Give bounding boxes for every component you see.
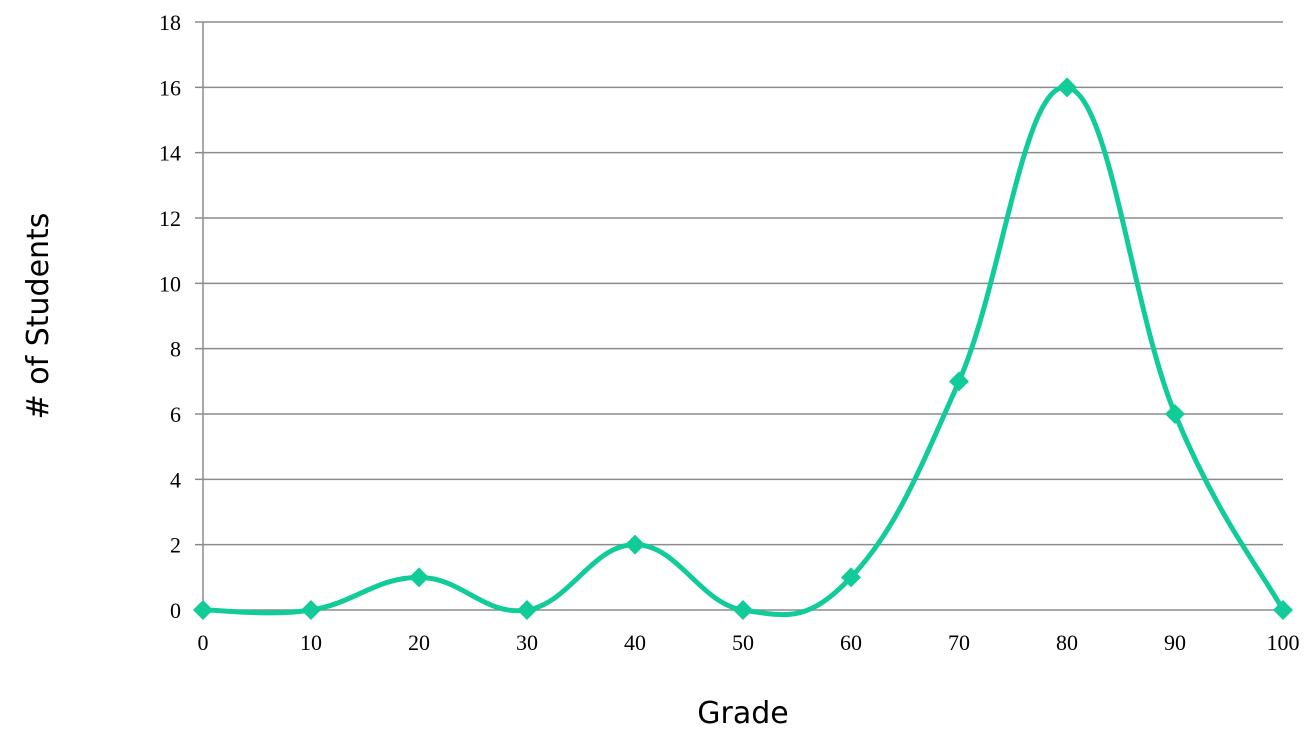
x-tick-label: 30 xyxy=(516,630,538,655)
y-tick-label: 2 xyxy=(170,533,181,558)
gridlines xyxy=(195,21,1283,611)
y-axis-title: # of Students xyxy=(21,213,56,420)
y-tick-label: 6 xyxy=(170,402,181,427)
data-point-marker xyxy=(1057,77,1077,98)
data-point-marker xyxy=(733,600,753,620)
y-tick-label: 8 xyxy=(170,337,181,362)
y-tick-label: 16 xyxy=(159,75,181,100)
x-tick-label: 100 xyxy=(1267,630,1300,655)
x-tick-labels: 0 10 20 30 40 50 60 70 80 90 100 xyxy=(198,630,1300,655)
y-tick-label: 14 xyxy=(159,141,181,166)
x-tick-label: 40 xyxy=(624,630,646,655)
series-layer xyxy=(193,77,1293,620)
x-axis-title: Grade xyxy=(697,696,788,731)
y-tick-label: 4 xyxy=(170,467,181,492)
data-point-marker xyxy=(1165,404,1185,424)
x-tick-label: 60 xyxy=(840,630,862,655)
x-tick-label: 50 xyxy=(732,630,754,655)
x-tick-label: 70 xyxy=(948,630,970,655)
data-point-marker xyxy=(841,567,861,588)
series-line xyxy=(200,84,1286,618)
y-tick-label: 0 xyxy=(170,598,181,623)
x-tick-label: 80 xyxy=(1056,630,1078,655)
data-point-marker xyxy=(625,534,645,555)
y-tick-label: 12 xyxy=(159,206,181,231)
x-tick-label: 20 xyxy=(408,630,430,655)
x-tick-label: 10 xyxy=(300,630,322,655)
data-point-marker xyxy=(193,600,213,620)
data-point-marker xyxy=(949,371,969,392)
data-point-marker xyxy=(301,600,321,620)
y-tick-label: 18 xyxy=(159,10,181,35)
x-tick-label: 90 xyxy=(1164,630,1186,655)
y-tick-label: 10 xyxy=(159,271,181,296)
y-tick-labels: 0 2 4 6 8 10 12 14 16 18 xyxy=(159,10,181,623)
data-point-marker xyxy=(1273,600,1293,620)
x-tick-label: 0 xyxy=(198,630,209,655)
data-point-marker xyxy=(409,567,429,588)
data-point-marker xyxy=(517,600,537,620)
